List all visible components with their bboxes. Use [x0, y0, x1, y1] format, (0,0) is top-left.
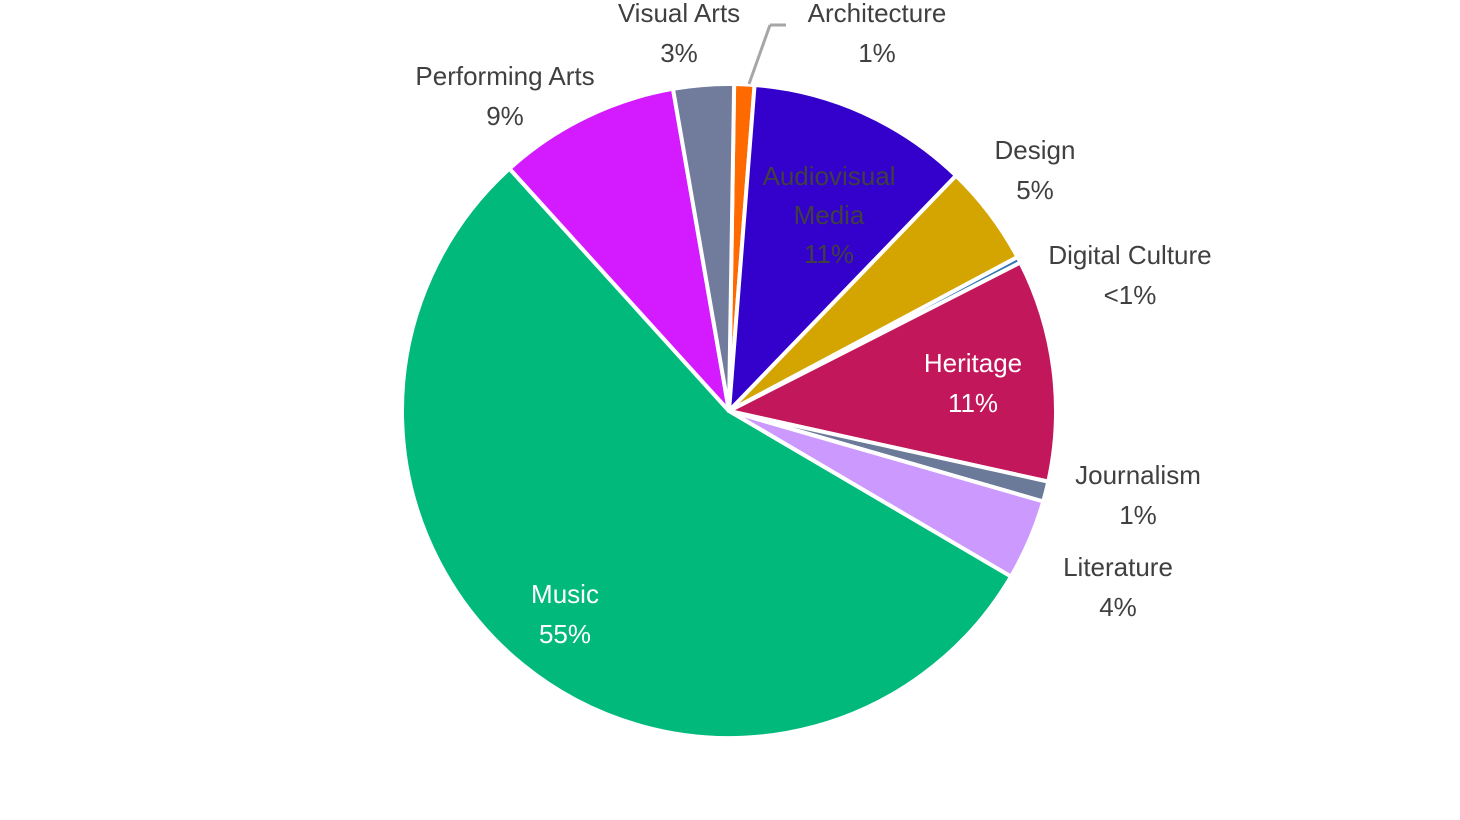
pie-slice	[507, 86, 731, 413]
value-label: <1%	[1104, 280, 1157, 310]
category-label: Music	[531, 579, 599, 609]
category-label: Audiovisual Media	[762, 161, 896, 230]
slice-label: Audiovisual Media 11%	[762, 161, 896, 269]
value-label: 55%	[539, 619, 591, 649]
category-label: Literature	[1063, 552, 1173, 582]
category-label: Visual Arts	[618, 0, 740, 28]
value-label: 5%	[1016, 175, 1054, 205]
labels: Architecture 1% Audiovisual Media 11% Design…	[415, 0, 1211, 649]
value-label: 11%	[803, 239, 855, 269]
category-label: Performing Arts	[415, 61, 594, 91]
slices	[400, 82, 1058, 740]
pie-slice	[727, 83, 959, 413]
category-label: Architecture	[808, 0, 947, 28]
pie-slice	[670, 82, 737, 413]
pie-slice	[400, 166, 1013, 740]
value-label: 4%	[1099, 592, 1137, 622]
value-label: 1%	[1119, 500, 1157, 530]
category-label: Digital Culture	[1048, 240, 1211, 270]
leader-line	[747, 24, 772, 85]
category-label: Heritage	[924, 348, 1022, 378]
value-label: 11%	[948, 388, 998, 418]
value-label: 9%	[486, 101, 524, 131]
category-label: Design	[995, 135, 1076, 165]
value-label: 1%	[858, 38, 896, 68]
value-label: 3%	[660, 38, 698, 68]
category-label: Journalism	[1075, 460, 1201, 490]
pie-slice	[727, 260, 1058, 484]
